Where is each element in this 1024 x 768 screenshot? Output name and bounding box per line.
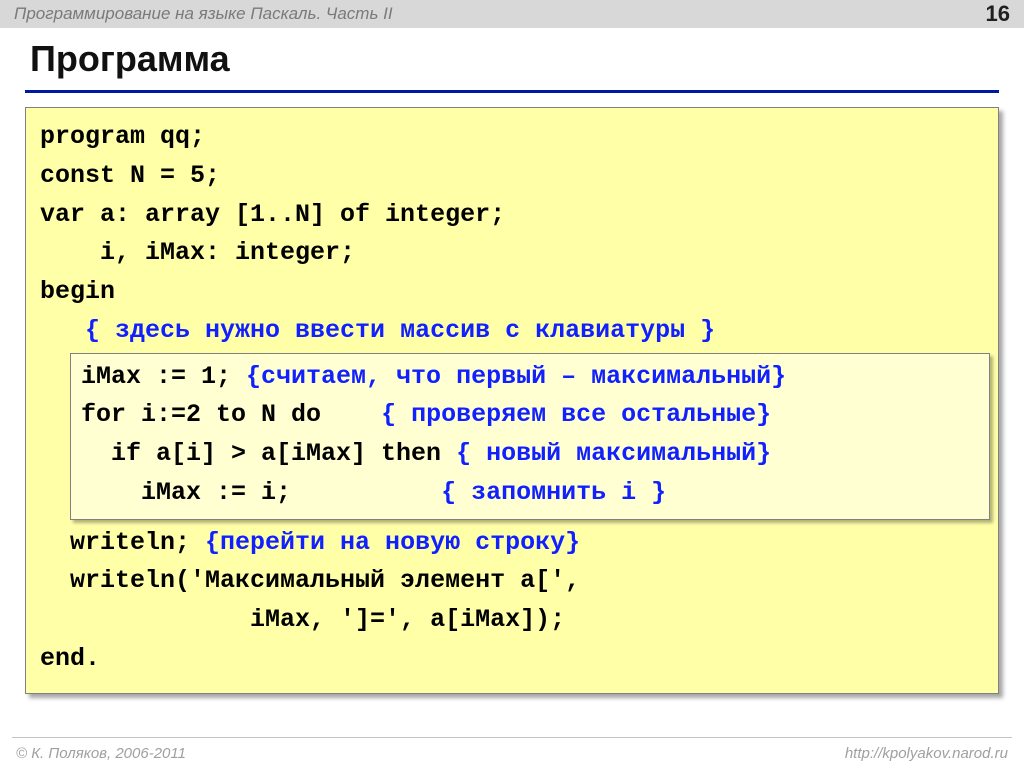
page-number: 16 [986,1,1010,27]
code-line: writeln; [40,528,205,557]
footer-copyright: © К. Поляков, 2006-2011 [16,745,186,762]
topbar-title: Программирование на языке Паскаль. Часть… [14,4,393,24]
heading: Программа [0,28,1024,84]
code-line: begin [40,277,115,306]
code-box: program qq; const N = 5; var a: array [1… [25,107,999,694]
slide: Программирование на языке Паскаль. Часть… [0,0,1024,768]
code-comment: { новый максимальный} [456,439,771,468]
code-line: var a: array [1..N] of integer; [40,200,505,229]
footer: © К. Поляков, 2006-2011 http://kpolyakov… [0,738,1024,768]
code-comment: {перейти на новую строку} [205,528,580,557]
topbar: Программирование на языке Паскаль. Часть… [0,0,1024,28]
code-line: iMax := i; [81,478,441,507]
heading-text: Программа [30,38,994,80]
footer-url: http://kpolyakov.narod.ru [845,745,1008,762]
code-line: writeln('Максимальный элемент a[', [40,566,580,595]
code-indent [40,316,85,345]
code-line: iMax, ']=', a[iMax]); [40,605,565,634]
code-line: end. [40,644,100,673]
code-line: iMax := 1; [81,362,246,391]
code-box-wrap: program qq; const N = 5; var a: array [1… [25,107,999,694]
code-line: if a[i] > a[iMax] then [81,439,456,468]
code-line: const N = 5; [40,161,220,190]
code-line: program qq; [40,122,205,151]
code-line: for i:=2 to N do [81,400,381,429]
code-comment: { проверяем все остальные} [381,400,771,429]
highlight-box: iMax := 1; {считаем, что первый – максим… [70,353,990,520]
heading-rule [25,90,999,93]
code-comment: {считаем, что первый – максимальный} [246,362,786,391]
code-comment: { запомнить i } [441,478,666,507]
code-comment: { здесь нужно ввести массив с клавиатуры… [85,316,715,345]
code-line: i, iMax: integer; [40,238,355,267]
